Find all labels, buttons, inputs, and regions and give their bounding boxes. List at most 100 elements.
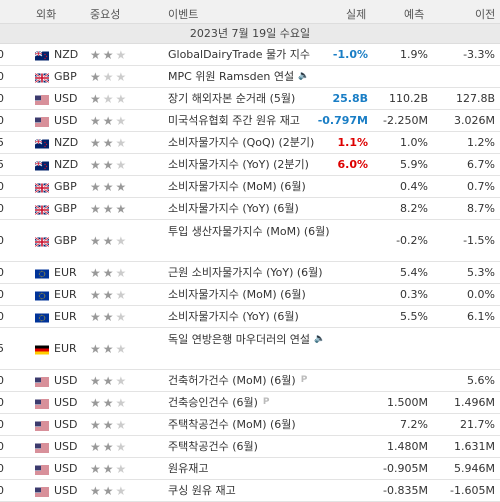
table-row[interactable]: 0 USD ★ ★ ★ 원유재고 -0.905M 5.946M	[0, 458, 500, 480]
event-label[interactable]: 소비자물가지수 (MoM) (6월)	[168, 288, 306, 301]
table-row[interactable]: 0 GBP ★ ★ ★ MPC 위원 Ramsden 연설 🔈	[0, 66, 500, 88]
event-time: 0	[0, 202, 4, 215]
star-icon: ★	[90, 179, 101, 194]
preliminary-icon: P	[300, 375, 308, 385]
col-importance[interactable]: 중요성	[90, 8, 121, 21]
event-name[interactable]: MPC 위원 Ramsden 연설 🔈	[168, 66, 338, 87]
event-name[interactable]: 주택착공건수 (MoM) (6월)	[168, 414, 338, 435]
table-row[interactable]: 0 USD ★ ★ ★ 장기 해외자본 순거래 (5월) 25.8B 110.2B 127.8B	[0, 88, 500, 110]
importance-stars: ★ ★ ★	[90, 220, 128, 261]
event-label[interactable]: 투입 생산자물가지수 (MoM) (6월)	[168, 225, 330, 238]
previous-value: 5.3%	[467, 266, 495, 279]
event-name[interactable]: 소비자물가지수 (QoQ) (2분기)	[168, 132, 338, 153]
event-name[interactable]: 투입 생산자물가지수 (MoM) (6월)	[168, 220, 338, 265]
event-name[interactable]: 원유재고	[168, 458, 338, 479]
event-label[interactable]: 독일 연방은행 마우더러의 연설	[168, 333, 311, 346]
event-name[interactable]: 건축허가건수 (MoM) (6월) P	[168, 370, 338, 391]
event-name[interactable]: 건축승인건수 (6월) P	[168, 392, 338, 413]
event-label[interactable]: 미국석유협회 주간 원유 재고	[168, 114, 300, 127]
table-row[interactable]: 0 USD ★ ★ ★ 미국석유협회 주간 원유 재고 -0.797M -2.250M 3.02…	[0, 110, 500, 132]
currency-code: NZD	[54, 158, 79, 171]
event-label[interactable]: 장기 해외자본 순거래 (5월)	[168, 92, 296, 105]
event-label[interactable]: 소비자물가지수 (YoY) (6월)	[168, 310, 299, 323]
table-row[interactable]: 5 EUR ★ ★ ★ 독일 연방은행 마우더러의 연설 🔈	[0, 328, 500, 370]
star-icon: ★	[102, 417, 114, 432]
col-currency[interactable]: 외화	[36, 8, 57, 21]
star-icon: ★	[115, 113, 127, 128]
event-label[interactable]: 주택착공건수 (MoM) (6월)	[168, 418, 296, 431]
currency-code: USD	[54, 462, 78, 475]
event-name[interactable]: 주택착공건수 (6월)	[168, 436, 338, 457]
currency-code: USD	[54, 440, 78, 453]
table-row[interactable]: 0 NZD ★ ★ ★ GlobalDairyTrade 물가 지수 -1.0% 1.9% -3…	[0, 44, 500, 66]
previous-value: -1.605M	[450, 484, 495, 497]
forecast-value: 1.9%	[400, 48, 428, 61]
col-actual[interactable]: 실제	[346, 8, 367, 21]
forecast-value: 1.0%	[400, 136, 428, 149]
col-event[interactable]: 이벤트	[168, 8, 199, 21]
event-name[interactable]: 소비자물가지수 (MoM) (6월)	[168, 284, 338, 305]
importance-stars: ★ ★ ★	[90, 176, 128, 197]
star-icon: ★	[102, 483, 114, 498]
event-label[interactable]: 근원 소비자물가지수 (YoY) (6월)	[168, 266, 323, 279]
star-icon: ★	[115, 309, 127, 324]
event-label[interactable]: 원유재고	[168, 462, 209, 475]
table-row[interactable]: 0 GBP ★ ★ ★ 투입 생산자물가지수 (MoM) (6월) -0.2% -1.5%	[0, 220, 500, 262]
table-row[interactable]: 0 EUR ★ ★ ★ 소비자물가지수 (YoY) (6월) 5.5% 6.1%	[0, 306, 500, 328]
previous-value: 1.496M	[454, 396, 495, 409]
table-row[interactable]: 0 USD ★ ★ ★ 주택착공건수 (6월) 1.480M 1.631M	[0, 436, 500, 458]
event-name[interactable]: 소비자물가지수 (YoY) (6월)	[168, 198, 338, 219]
event-name[interactable]: GlobalDairyTrade 물가 지수	[168, 44, 338, 65]
table-row[interactable]: 0 USD ★ ★ ★ 건축허가건수 (MoM) (6월) P 5.6%	[0, 370, 500, 392]
actual-value: 6.0%	[337, 158, 368, 171]
table-row[interactable]: 5 NZD ★ ★ ★ 소비자물가지수 (YoY) (2분기) 6.0% 5.9% 6.7%	[0, 154, 500, 176]
event-label[interactable]: 소비자물가지수 (YoY) (6월)	[168, 202, 299, 215]
previous-value: 6.1%	[467, 310, 495, 323]
event-name[interactable]: 소비자물가지수 (YoY) (6월)	[168, 306, 338, 327]
event-label[interactable]: 소비자물가지수 (QoQ) (2분기)	[168, 136, 315, 149]
event-label[interactable]: MPC 위원 Ramsden 연설	[168, 70, 295, 83]
col-forecast[interactable]: 예측	[404, 8, 425, 21]
star-icon: ★	[90, 373, 101, 388]
event-label[interactable]: 건축허가건수 (MoM) (6월)	[168, 374, 296, 387]
star-icon: ★	[90, 201, 101, 216]
event-name[interactable]: 독일 연방은행 마우더러의 연설 🔈	[168, 328, 338, 373]
event-label[interactable]: 건축승인건수 (6월)	[168, 396, 258, 409]
star-icon: ★	[102, 69, 114, 84]
event-name[interactable]: 장기 해외자본 순거래 (5월)	[168, 88, 338, 109]
speaker-icon: 🔈	[314, 334, 326, 344]
col-previous[interactable]: 이전	[475, 8, 496, 21]
event-time: 0	[0, 288, 4, 301]
event-name[interactable]: 쿠싱 원유 재고	[168, 480, 338, 501]
event-name[interactable]: 소비자물가지수 (YoY) (2분기)	[168, 154, 338, 175]
importance-stars: ★ ★ ★	[90, 392, 128, 413]
flag-gb-icon	[34, 72, 50, 83]
table-row[interactable]: 0 EUR ★ ★ ★ 소비자물가지수 (MoM) (6월) 0.3% 0.0%	[0, 284, 500, 306]
table-row[interactable]: 0 GBP ★ ★ ★ 소비자물가지수 (YoY) (6월) 8.2% 8.7%	[0, 198, 500, 220]
event-label[interactable]: 주택착공건수 (6월)	[168, 440, 258, 453]
event-name[interactable]: 소비자물가지수 (MoM) (6월)	[168, 176, 338, 197]
importance-stars: ★ ★ ★	[90, 110, 128, 131]
event-name[interactable]: 근원 소비자물가지수 (YoY) (6월)	[168, 262, 338, 283]
event-name[interactable]: 미국석유협회 주간 원유 재고	[168, 110, 338, 131]
flag-us-icon	[35, 116, 49, 126]
event-time: 5	[0, 136, 4, 149]
table-row[interactable]: 0 USD ★ ★ ★ 쿠싱 원유 재고 -0.835M -1.605M	[0, 480, 500, 502]
event-label[interactable]: 소비자물가지수 (YoY) (2분기)	[168, 158, 309, 171]
table-row[interactable]: 0 GBP ★ ★ ★ 소비자물가지수 (MoM) (6월) 0.4% 0.7%	[0, 176, 500, 198]
star-icon: ★	[115, 157, 127, 172]
event-time: 0	[0, 234, 4, 247]
star-icon: ★	[115, 47, 127, 62]
event-label[interactable]: 쿠싱 원유 재고	[168, 484, 236, 497]
table-row[interactable]: 0 USD ★ ★ ★ 주택착공건수 (MoM) (6월) 7.2% 21.7%	[0, 414, 500, 436]
table-row[interactable]: 0 USD ★ ★ ★ 건축승인건수 (6월) P 1.500M 1.496M	[0, 392, 500, 414]
event-label[interactable]: GlobalDairyTrade 물가 지수	[168, 48, 310, 61]
event-label[interactable]: 소비자물가지수 (MoM) (6월)	[168, 180, 306, 193]
event-time: 0	[0, 484, 4, 497]
star-icon: ★	[102, 91, 114, 106]
star-icon: ★	[102, 47, 114, 62]
table-row[interactable]: 5 NZD ★ ★ ★ 소비자물가지수 (QoQ) (2분기) 1.1% 1.0% 1.2%	[0, 132, 500, 154]
importance-stars: ★ ★ ★	[90, 154, 128, 175]
table-row[interactable]: 0 EUR ★ ★ ★ 근원 소비자물가지수 (YoY) (6월) 5.4% 5.3%	[0, 262, 500, 284]
importance-stars: ★ ★ ★	[90, 436, 128, 457]
